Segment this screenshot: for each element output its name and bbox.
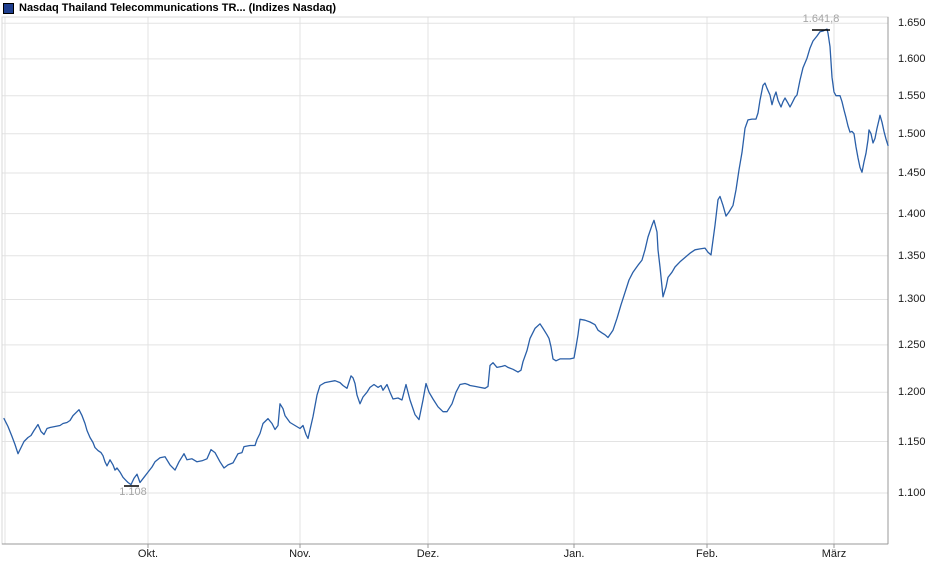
high-annotation-label: 1.641,8 (802, 13, 840, 25)
x-axis-label: Okt. (137, 548, 159, 560)
chart-title-bar: Nasdaq Thailand Telecommunications TR...… (3, 1, 336, 15)
y-axis-label: 1.250 (898, 339, 926, 351)
y-axis-label: 1.500 (898, 128, 926, 140)
y-axis-label: 1.400 (898, 208, 926, 220)
blue-square-icon (3, 2, 14, 14)
price-line (3, 28, 889, 486)
y-axis-label: 1.200 (898, 386, 926, 398)
x-axis-label: Dez. (416, 548, 440, 560)
low-annotation-label: 1.108 (119, 486, 147, 498)
x-axis-label: Nov. (289, 548, 311, 560)
y-axis-label: 1.300 (898, 293, 926, 305)
y-axis-label: 1.350 (898, 250, 926, 262)
y-axis-label: 1.550 (898, 90, 926, 102)
y-axis-label: 1.100 (898, 487, 926, 499)
chart-title: Nasdaq Thailand Telecommunications TR...… (19, 2, 337, 14)
y-axis-label: 1.150 (898, 436, 926, 448)
x-axis-label: März (821, 548, 847, 560)
x-axis-label: Jan. (563, 548, 585, 560)
y-axis-label: 1.650 (898, 17, 926, 29)
y-axis-label: 1.600 (898, 53, 926, 65)
y-axis-label: 1.450 (898, 167, 926, 179)
x-axis-label: Feb. (695, 548, 719, 560)
